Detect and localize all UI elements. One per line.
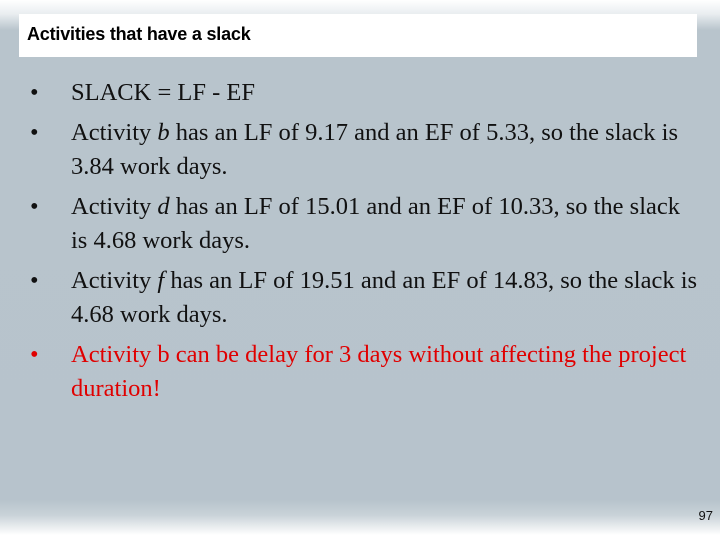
bullet-icon: •	[30, 79, 39, 106]
bullet-text-pre: Activity	[71, 118, 158, 146]
bullet-item-highlight: • Activity b can be delay for 3 days with…	[30, 338, 700, 407]
bullet-item: • SLACK = LF - EF	[30, 76, 700, 111]
bullet-text-pre: Activity	[71, 266, 158, 294]
activity-variable: d	[157, 192, 170, 220]
bullet-text-post: has an LF of 15.01 and an EF of 10.33, s…	[71, 192, 681, 255]
bullet-icon: •	[30, 340, 39, 368]
slide-title: Activities that have a slack	[27, 24, 251, 44]
activity-variable: f	[157, 266, 165, 294]
bullet-icon: •	[30, 118, 39, 146]
bullet-text-pre: Activity	[71, 192, 158, 220]
title-box: Activities that have a slack	[19, 14, 697, 57]
bullet-item: • Activity f has an LF of 19.51 and an EF…	[30, 264, 700, 333]
page-number: 97	[698, 508, 713, 523]
bullet-list: • SLACK = LF - EF • Activity b has an LF o…	[30, 76, 700, 412]
bullet-text: Activity b can be delay for 3 days witho…	[71, 340, 687, 403]
activity-variable: b	[157, 118, 170, 146]
bullet-icon: •	[30, 192, 39, 220]
bullet-text-post: has an LF of 9.17 and an EF of 5.33, so …	[71, 118, 678, 181]
bullet-icon: •	[30, 266, 39, 294]
bullet-item: • Activity d has an LF of 15.01 and an EF…	[30, 190, 700, 259]
bullet-item: • Activity b has an LF of 9.17 and an EF …	[30, 116, 700, 185]
bullet-text: SLACK = LF - EF	[71, 79, 255, 106]
bullet-text-post: has an LF of 19.51 and an EF of 14.83, s…	[71, 266, 698, 329]
